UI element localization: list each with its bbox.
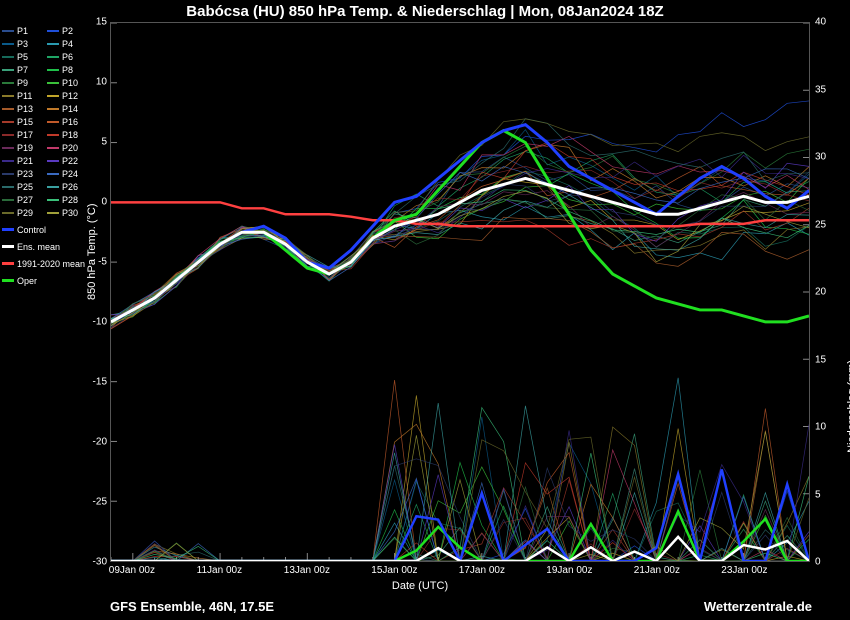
y-right-tick: 0 — [815, 557, 821, 568]
y-right-tick: 25 — [815, 219, 826, 230]
legend-item-1991-2020-mean: 1991-2020 mean — [2, 259, 92, 269]
chart-title: Babócsa (HU) 850 hPa Temp. & Niederschla… — [0, 0, 850, 20]
legend-item-P5: P5 — [2, 52, 47, 62]
x-tick: 11Jan 00z — [197, 565, 242, 576]
y-left-tick: -5 — [98, 257, 107, 268]
legend-item-P3: P3 — [2, 39, 47, 49]
legend-item-Control: Control — [2, 225, 92, 235]
x-tick: 23Jan 00z — [721, 565, 767, 576]
legend: P1P2P3P4P5P6P7P8P9P10P11P12P13P14P15P16P… — [2, 24, 92, 287]
legend-item-P16: P16 — [47, 117, 92, 127]
plot-area — [110, 22, 810, 562]
legend-item-P22: P22 — [47, 156, 92, 166]
legend-item-P13: P13 — [2, 104, 47, 114]
legend-item-P25: P25 — [2, 182, 47, 192]
legend-item-P7: P7 — [2, 65, 47, 75]
legend-item-P10: P10 — [47, 78, 92, 88]
x-tick: 19Jan 00z — [546, 565, 592, 576]
y-left-tick: 10 — [96, 77, 107, 88]
legend-item-P9: P9 — [2, 78, 47, 88]
footer-left: GFS Ensemble, 46N, 17.5E — [110, 599, 274, 614]
y-left-tick: 5 — [101, 137, 107, 148]
y-left-tick: -25 — [93, 497, 107, 508]
legend-item-P26: P26 — [47, 182, 92, 192]
y-right-tick: 15 — [815, 354, 826, 365]
y-axis-label-left: 850 hPa Temp. (°C) — [86, 203, 98, 300]
y-right-tick: 30 — [815, 152, 826, 163]
legend-item-P19: P19 — [2, 143, 47, 153]
x-tick: 13Jan 00z — [284, 565, 330, 576]
y-left-tick: 15 — [96, 17, 107, 28]
y-left-tick: -20 — [93, 437, 107, 448]
legend-item-P6: P6 — [47, 52, 92, 62]
legend-item-P12: P12 — [47, 91, 92, 101]
plot-svg — [111, 23, 809, 561]
x-tick: 15Jan 00z — [371, 565, 417, 576]
legend-item-P8: P8 — [47, 65, 92, 75]
x-tick: 21Jan 00z — [634, 565, 680, 576]
legend-item-P24: P24 — [47, 169, 92, 179]
x-tick: 09Jan 00z — [109, 565, 155, 576]
legend-item-P2: P2 — [47, 26, 92, 36]
legend-item-Oper: Oper — [2, 276, 92, 286]
x-axis-label: Date (UTC) — [392, 580, 448, 592]
legend-item-Ens.-mean: Ens. mean — [2, 242, 92, 252]
y-right-tick: 40 — [815, 17, 826, 28]
footer-right: Wetterzentrale.de — [704, 599, 812, 614]
legend-item-P1: P1 — [2, 26, 47, 36]
y-left-tick: -30 — [93, 557, 107, 568]
y-right-tick: 20 — [815, 287, 826, 298]
legend-item-P23: P23 — [2, 169, 47, 179]
y-left-tick: -15 — [93, 377, 107, 388]
legend-item-P27: P27 — [2, 195, 47, 205]
legend-item-P17: P17 — [2, 130, 47, 140]
legend-item-P14: P14 — [47, 104, 92, 114]
legend-item-P18: P18 — [47, 130, 92, 140]
y-axis-label-right: Niederschlag (mm) — [846, 360, 850, 453]
x-tick: 17Jan 00z — [459, 565, 505, 576]
legend-item-P11: P11 — [2, 91, 47, 101]
legend-item-P29: P29 — [2, 208, 47, 218]
legend-item-P4: P4 — [47, 39, 92, 49]
y-right-tick: 35 — [815, 84, 826, 95]
legend-item-P15: P15 — [2, 117, 47, 127]
y-right-tick: 10 — [815, 422, 826, 433]
y-left-tick: 0 — [101, 197, 107, 208]
y-right-tick: 5 — [815, 489, 821, 500]
y-left-tick: -10 — [93, 317, 107, 328]
legend-item-P20: P20 — [47, 143, 92, 153]
legend-item-P21: P21 — [2, 156, 47, 166]
